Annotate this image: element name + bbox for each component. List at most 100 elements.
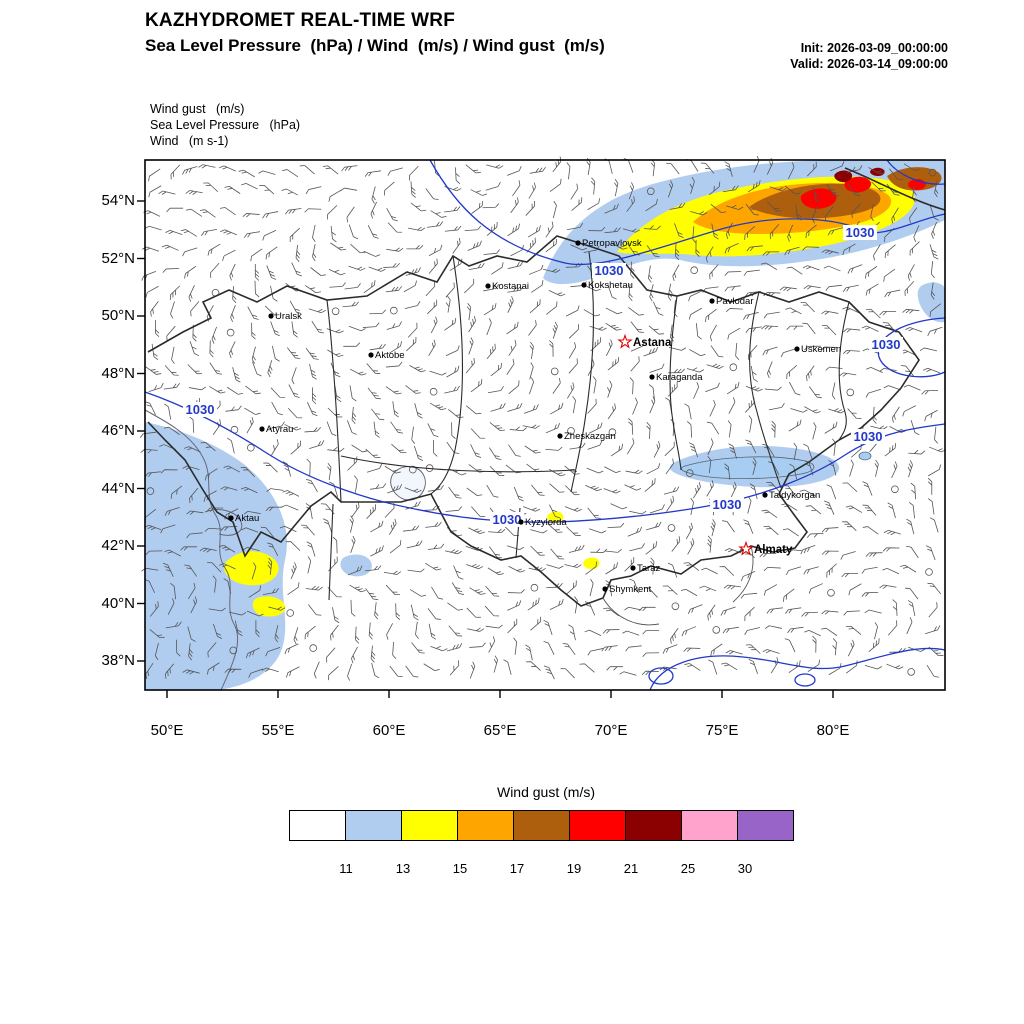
city-dot-icon <box>575 240 581 246</box>
wind-barb <box>445 282 455 298</box>
wind-barb <box>743 269 760 276</box>
wind-barb <box>839 372 857 377</box>
wind-barb <box>705 308 717 323</box>
wind-barb <box>842 243 856 256</box>
wind-barb <box>566 526 581 537</box>
wind-barb <box>566 580 577 595</box>
isobar-1030 <box>144 391 946 523</box>
wind-barb <box>449 660 460 676</box>
wind-barb <box>403 280 417 293</box>
wind-barb <box>151 343 159 361</box>
wind-barb <box>564 506 582 512</box>
wind-barb <box>526 661 541 671</box>
wind-barb <box>386 623 394 640</box>
wind-barb <box>784 185 801 195</box>
layer-legend-line: Wind gust (m/s) <box>150 102 245 116</box>
wind-barb <box>786 365 798 379</box>
wind-barb <box>763 525 779 536</box>
calm-wind-circle <box>685 469 694 477</box>
wind-barb <box>928 602 938 618</box>
wind-barb <box>279 525 297 533</box>
wind-barb <box>446 643 463 652</box>
wind-barb <box>545 446 563 451</box>
y-axis-tick-label: 50°N <box>101 307 135 324</box>
wind-barb <box>568 324 579 339</box>
wind-barb <box>745 385 763 392</box>
colorbar-tick-label: 19 <box>566 861 582 876</box>
city-label: Aktobe <box>375 350 405 361</box>
pressure-labels-layer: 1030 1030 1030 1030 1030 1030 1030 <box>183 225 903 527</box>
wind-barb <box>444 206 461 213</box>
wind-barb <box>670 628 679 644</box>
wind-barb <box>224 185 241 194</box>
wind-barb <box>428 339 436 356</box>
wind-barb <box>326 328 344 334</box>
caspian-coastline <box>144 409 239 691</box>
wind-barb <box>786 325 804 330</box>
wind-barb <box>445 506 463 512</box>
wind-barb <box>330 225 337 243</box>
x-axis-tick-label: 50°E <box>150 722 184 739</box>
wind-barb <box>652 301 664 316</box>
wind-barb <box>506 358 515 375</box>
wind-barb <box>383 570 402 575</box>
wind-barb <box>800 545 816 555</box>
wind-barb <box>469 587 486 595</box>
wind-barb <box>748 345 758 360</box>
wind-barb <box>288 384 300 398</box>
wind-barb <box>579 663 595 673</box>
pressure-label-halo <box>843 225 877 240</box>
wind-barb <box>871 181 886 192</box>
wind-barb <box>695 323 702 340</box>
colorbar-tick-label: 21 <box>623 861 639 876</box>
wind-barb <box>223 465 241 473</box>
wind-barb <box>365 448 381 459</box>
wind-barb <box>546 564 564 569</box>
wind-barb <box>414 445 424 461</box>
wind-barb <box>624 484 642 491</box>
wind-barb <box>226 386 244 395</box>
wind-barb <box>262 587 279 596</box>
city-dot-icon <box>557 433 563 439</box>
wind-barb <box>664 441 675 457</box>
wind-barb <box>567 382 575 399</box>
wind-barb <box>199 209 216 218</box>
wind-barb <box>762 346 778 356</box>
wind-barb <box>482 203 500 209</box>
colorbar-cell <box>289 810 346 841</box>
wind-barb <box>287 582 300 596</box>
wind-barb <box>647 265 653 283</box>
wind-barb <box>447 602 464 611</box>
wind-barb <box>349 385 357 402</box>
wind-barb <box>531 280 544 293</box>
wind-barb <box>780 348 796 358</box>
wind-barb <box>404 487 422 493</box>
wind-barb <box>213 623 223 639</box>
wind-barb <box>668 368 685 374</box>
wind-barb <box>410 202 427 212</box>
wind-barb <box>154 320 160 337</box>
wind-barb <box>265 647 281 657</box>
map-plot-area: 1030 1030 1030 1030 1030 1030 1030 Petropavlov… <box>137 155 946 698</box>
calm-wind-circle <box>925 568 933 576</box>
wind-barb <box>805 505 822 515</box>
wind-barb <box>589 578 594 597</box>
wind-barb <box>349 515 354 533</box>
wind-barb <box>805 365 815 382</box>
wind-barb <box>230 305 236 322</box>
wind-barb <box>508 444 521 457</box>
wind-barb <box>931 221 938 239</box>
wind-barb <box>362 322 380 328</box>
wind-barb <box>784 638 796 653</box>
wind-barb <box>507 600 522 611</box>
lake-alakol <box>858 451 872 461</box>
calm-wind-circle <box>891 485 899 494</box>
wind-barb <box>587 359 595 376</box>
wind-barb <box>632 397 638 415</box>
wind-barb <box>189 487 199 504</box>
wind-barb <box>883 529 901 536</box>
wind-barb <box>189 416 195 433</box>
wind-barb <box>243 231 260 239</box>
wind-barb <box>465 405 482 415</box>
wind-barb <box>628 182 634 200</box>
